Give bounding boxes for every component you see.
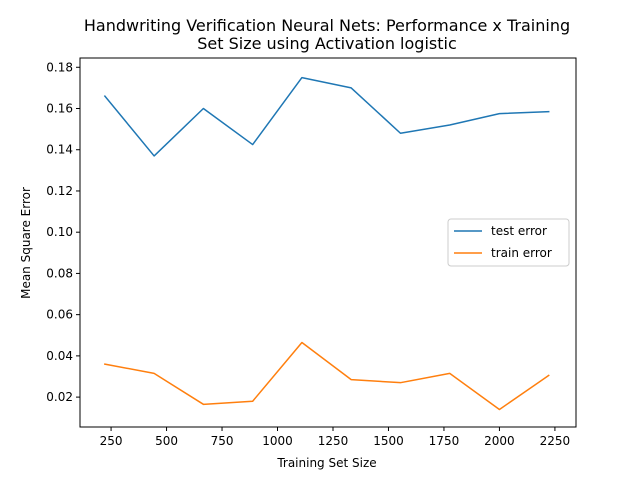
y-tick-label: 0.12: [46, 184, 73, 198]
y-tick-label: 0.04: [46, 349, 73, 363]
chart-title-line1: Handwriting Verification Neural Nets: Pe…: [84, 16, 570, 35]
y-axis-label: Mean Square Error: [19, 187, 33, 299]
x-tick-label: 1000: [262, 434, 293, 448]
x-tick-label: 1250: [318, 434, 349, 448]
x-tick-label: 500: [155, 434, 178, 448]
y-tick-label: 0.14: [46, 143, 73, 157]
plot-area: [79, 57, 577, 428]
series-line-test-error: [103, 76, 550, 157]
x-tick-label: 1750: [429, 434, 460, 448]
y-tick-label: 0.10: [46, 225, 73, 239]
series-line-train-error: [103, 341, 550, 411]
x-tick-label: 2250: [540, 434, 571, 448]
y-axis-ticks: 0.02 0.04 0.06 0.08 0.10 0.12 0.14 0.16 0.18: [46, 60, 80, 404]
x-axis-label: Training Set Size: [276, 456, 376, 470]
y-tick-label: 0.18: [46, 60, 73, 74]
y-tick-label: 0.08: [46, 266, 73, 280]
y-tick-label: 0.16: [46, 102, 73, 116]
axes-frame: [79, 57, 577, 428]
x-tick-label: 2000: [484, 434, 515, 448]
legend: test error train error: [447, 218, 570, 267]
x-tick-label: 1500: [373, 434, 404, 448]
chart-title-line2: Set Size using Activation logistic: [197, 34, 456, 53]
x-tick-label: 750: [211, 434, 234, 448]
legend-label: train error: [491, 246, 552, 260]
series-layer: [103, 76, 550, 411]
x-tick-label: 250: [100, 434, 123, 448]
y-tick-label: 0.02: [46, 390, 73, 404]
y-tick-label: 0.06: [46, 308, 73, 322]
legend-label: test error: [491, 224, 547, 238]
x-axis-ticks: 250 500 750 1000 1250 1500 1750 2000 2250: [100, 427, 571, 448]
